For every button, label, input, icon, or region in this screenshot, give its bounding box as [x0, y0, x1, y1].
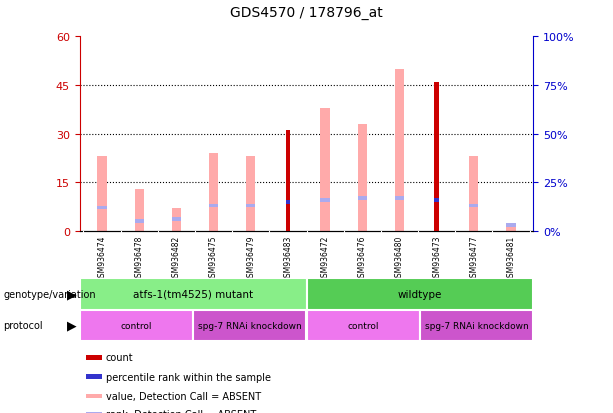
- Bar: [86, 374, 102, 379]
- Text: rank, Detection Call = ABSENT: rank, Detection Call = ABSENT: [106, 409, 256, 413]
- Bar: [246, 157, 256, 231]
- Bar: [86, 355, 102, 360]
- Text: spg-7 RNAi knockdown: spg-7 RNAi knockdown: [198, 321, 302, 330]
- Text: control: control: [121, 321, 152, 330]
- Bar: [506, 225, 516, 231]
- Bar: [246, 204, 256, 208]
- Text: spg-7 RNAi knockdown: spg-7 RNAi knockdown: [425, 321, 528, 330]
- Bar: [506, 223, 516, 228]
- Text: GSM936475: GSM936475: [209, 235, 218, 282]
- Text: GSM936483: GSM936483: [283, 235, 292, 281]
- Text: ▶: ▶: [67, 288, 77, 301]
- Text: GSM936476: GSM936476: [358, 235, 367, 282]
- Bar: [469, 157, 479, 231]
- Bar: [134, 220, 144, 223]
- Text: GSM936477: GSM936477: [470, 235, 478, 282]
- Bar: [306, 310, 420, 341]
- Bar: [172, 209, 181, 231]
- Bar: [209, 154, 218, 231]
- Bar: [86, 411, 102, 413]
- Bar: [286, 131, 290, 231]
- Text: GSM936481: GSM936481: [506, 235, 516, 281]
- Bar: [435, 83, 439, 231]
- Bar: [193, 310, 306, 341]
- Text: GSM936474: GSM936474: [97, 235, 107, 282]
- Text: GSM936473: GSM936473: [432, 235, 441, 282]
- Bar: [134, 189, 144, 231]
- Bar: [97, 206, 107, 210]
- Bar: [506, 223, 516, 228]
- Bar: [395, 196, 404, 200]
- Bar: [306, 279, 533, 310]
- Text: GSM936472: GSM936472: [321, 235, 330, 281]
- Text: atfs-1(tm4525) mutant: atfs-1(tm4525) mutant: [133, 289, 253, 299]
- Text: count: count: [106, 352, 134, 362]
- Bar: [395, 69, 404, 231]
- Bar: [357, 125, 367, 231]
- Bar: [435, 198, 439, 202]
- Bar: [97, 157, 107, 231]
- Bar: [172, 218, 181, 221]
- Text: value, Detection Call = ABSENT: value, Detection Call = ABSENT: [106, 391, 261, 401]
- Bar: [321, 108, 330, 231]
- Text: GSM936480: GSM936480: [395, 235, 404, 281]
- Bar: [469, 204, 479, 208]
- Text: wildtype: wildtype: [398, 289, 442, 299]
- Text: GDS4570 / 178796_at: GDS4570 / 178796_at: [230, 6, 383, 20]
- Text: ▶: ▶: [67, 319, 77, 332]
- Bar: [86, 394, 102, 399]
- Text: protocol: protocol: [3, 320, 43, 330]
- Text: GSM936479: GSM936479: [246, 235, 255, 282]
- Bar: [321, 198, 330, 202]
- Bar: [209, 204, 218, 208]
- Bar: [80, 279, 306, 310]
- Bar: [420, 310, 533, 341]
- Bar: [286, 200, 290, 204]
- Text: control: control: [348, 321, 379, 330]
- Text: GSM936482: GSM936482: [172, 235, 181, 281]
- Bar: [80, 310, 193, 341]
- Text: GSM936478: GSM936478: [135, 235, 143, 281]
- Text: percentile rank within the sample: percentile rank within the sample: [106, 372, 271, 382]
- Text: genotype/variation: genotype/variation: [3, 289, 96, 299]
- Bar: [357, 196, 367, 200]
